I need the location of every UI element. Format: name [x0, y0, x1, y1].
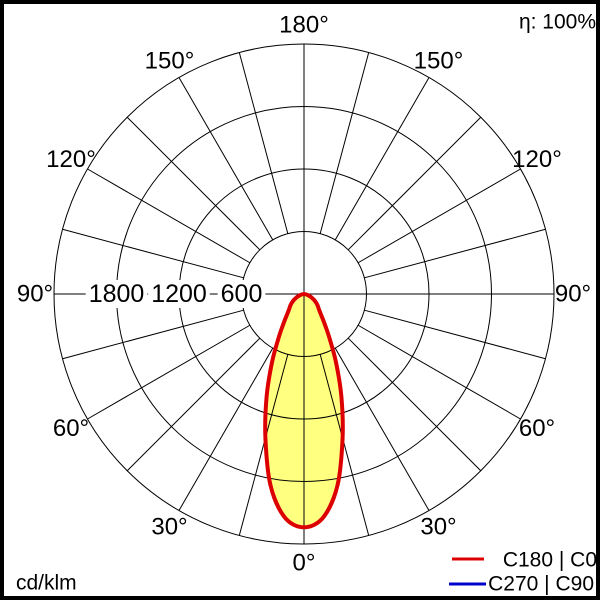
angle-label-150-left: 150° — [145, 48, 195, 75]
grid-spoke — [334, 347, 430, 511]
grid-spoke — [238, 52, 289, 234]
legend-label-c90: C270 | C90 — [488, 573, 594, 596]
ring-value-label: 600 — [221, 280, 263, 308]
grid-spoke — [319, 52, 370, 234]
angle-label-150-right: 150° — [414, 48, 464, 75]
grid-spoke — [87, 324, 251, 420]
angle-label-90-right: 90° — [555, 281, 591, 308]
ring-value-label: 1200 — [151, 280, 207, 308]
grid-spoke — [126, 116, 261, 251]
grid-spoke — [126, 337, 261, 472]
ring-label-bg — [148, 280, 210, 308]
legend: C180 | C0 C270 | C90 — [449, 549, 597, 596]
grid-spoke — [178, 77, 274, 241]
grid-spoke — [357, 324, 521, 420]
grid-spoke — [62, 309, 244, 360]
grid-spoke — [357, 168, 521, 264]
grid-spoke — [347, 337, 482, 472]
grid-spoke — [347, 116, 482, 251]
legend-label-c0: C180 | C0 — [503, 549, 597, 572]
angle-label-90-left: 90° — [17, 281, 53, 308]
grid-spoke — [62, 228, 244, 279]
ring-label-bg — [217, 280, 266, 308]
angle-label-30-left: 30° — [151, 514, 187, 541]
grid-spoke — [364, 309, 546, 360]
polar-grid — [53, 43, 555, 545]
grid-spoke — [178, 347, 274, 511]
angle-label-60-left: 60° — [53, 415, 89, 442]
angle-label-30-right: 30° — [420, 514, 456, 541]
grid-spoke — [334, 77, 430, 241]
grid-spoke — [87, 168, 251, 264]
curve-c180-c0 — [263, 292, 345, 530]
angle-label-0: 0° — [293, 550, 316, 577]
angle-label-120-right: 120° — [512, 146, 562, 173]
beam-curves — [263, 292, 345, 530]
ring-label-bg — [85, 280, 148, 308]
unit-label: cd/klm — [16, 572, 77, 595]
angle-label-120-left: 120° — [46, 146, 96, 173]
grid-spoke — [238, 354, 289, 536]
angle-label-60-right: 60° — [519, 415, 555, 442]
grid-spoke — [364, 228, 546, 279]
efficiency-label: η: 100% — [519, 11, 596, 34]
ring-value-label: 1800 — [89, 280, 145, 308]
grid-spoke — [319, 354, 370, 536]
angle-labels: 0° 30° 30° 60° 60° 90° 90° 120° 120° 150° 150° 180° — [17, 12, 591, 577]
angle-label-180: 180° — [279, 12, 329, 39]
